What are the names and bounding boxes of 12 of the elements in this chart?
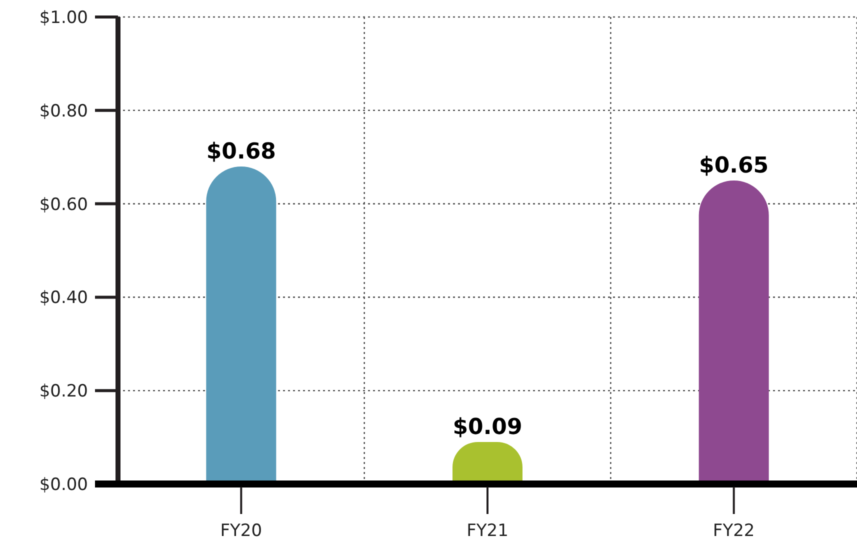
y-tick-label: $0.00 [39,474,88,495]
y-tick-label: $0.20 [39,382,88,402]
x-tick-label: FY22 [712,521,755,541]
data-label: $0.65 [699,153,769,178]
y-tick-label: $0.40 [39,288,88,308]
y-tick-label: $0.60 [39,194,88,215]
y-tick-label: $0.80 [39,101,88,122]
x-tick-label: FY20 [220,521,262,541]
y-tick-label: $1.00 [39,8,88,28]
data-label: $0.68 [206,139,276,164]
data-label: $0.09 [452,414,522,440]
x-tick-label: FY21 [466,521,508,541]
